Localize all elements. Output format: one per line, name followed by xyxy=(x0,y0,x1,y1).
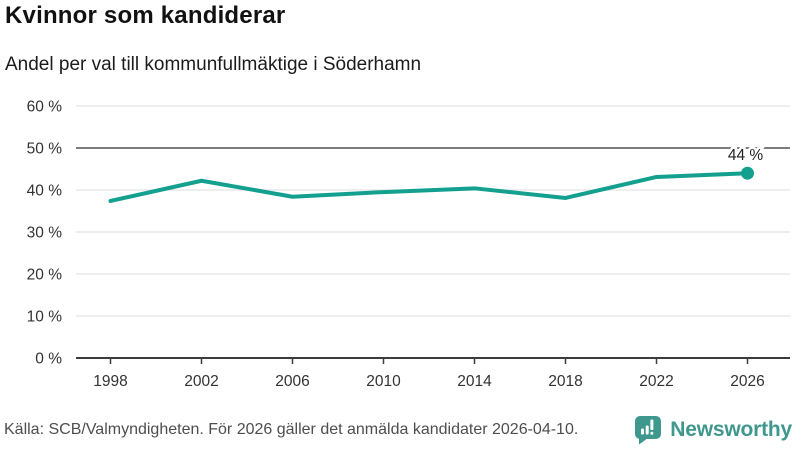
newsworthy-logo-icon xyxy=(635,416,662,445)
y-tick-label: 60 % xyxy=(27,99,63,116)
x-tick-label: 2006 xyxy=(275,373,309,390)
newsworthy-brand: Newsworthy xyxy=(633,414,792,445)
y-tick-label: 30 % xyxy=(27,225,63,242)
chart-subtitle: Andel per val till kommunfullmäktige i S… xyxy=(5,54,422,75)
y-tick-label: 50 % xyxy=(27,141,63,158)
chart-footer: Källa: SCB/Valmyndigheten. För 2026 gäll… xyxy=(0,414,800,445)
y-tick-label: 40 % xyxy=(27,183,63,200)
chart-title: Kvinnor som kandiderar xyxy=(5,2,286,29)
data-line xyxy=(108,171,750,203)
x-tick-label: 2022 xyxy=(639,373,673,390)
end-point-marker xyxy=(741,166,754,180)
y-tick-label: 10 % xyxy=(27,309,63,326)
line-chart: 0 % 10 % 20 % 30 % 40 % 50 % 60 % 1998 2002 2006 2… xyxy=(27,99,790,390)
end-point-label: 44 % xyxy=(728,147,764,164)
x-tick-label: 2026 xyxy=(730,373,764,390)
y-tick-label: 20 % xyxy=(27,267,63,284)
x-tick-label: 2002 xyxy=(184,373,218,390)
y-tick-label: 0 % xyxy=(35,351,62,368)
source-note: Källa: SCB/Valmyndigheten. För 2026 gäll… xyxy=(4,420,579,438)
x-tick-label: 1998 xyxy=(93,373,127,390)
x-tick-label: 2014 xyxy=(457,373,492,390)
x-tick-label: 2010 xyxy=(366,373,401,390)
newsworthy-wordmark: Newsworthy xyxy=(670,417,792,441)
x-tick-label: 2018 xyxy=(548,373,582,390)
